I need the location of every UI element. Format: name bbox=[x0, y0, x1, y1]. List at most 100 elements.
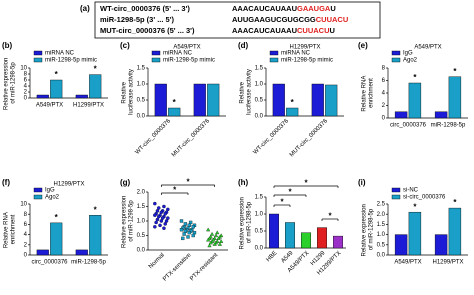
significance-mark: * bbox=[288, 188, 292, 197]
significance-mark: * bbox=[280, 198, 284, 207]
y-tick-label: 0.0 bbox=[137, 114, 146, 120]
point bbox=[208, 240, 213, 245]
y-axis-label: Relative luciferase activity bbox=[121, 69, 134, 115]
x-tick-label: circ_0000376 bbox=[31, 260, 68, 266]
y-tick-label: 4 bbox=[24, 232, 28, 238]
legend-swatch bbox=[391, 187, 401, 193]
bar bbox=[333, 235, 344, 249]
panel-label: (h) bbox=[238, 178, 249, 187]
y-axis-label: Relative RNA enrichment bbox=[361, 74, 374, 111]
y-tick-label: 0.5 bbox=[137, 233, 146, 239]
point bbox=[166, 207, 170, 212]
chart-title: H1299/PTX bbox=[289, 45, 320, 51]
y-tick-label: 8 bbox=[382, 66, 386, 72]
panel-label: (d) bbox=[238, 41, 249, 50]
x-tick-label: MUT-circ_0000376 bbox=[171, 118, 212, 159]
y-tick-label: 8 bbox=[24, 72, 28, 78]
bar bbox=[272, 83, 285, 117]
point bbox=[216, 236, 221, 240]
point bbox=[179, 228, 184, 232]
point bbox=[163, 211, 167, 216]
bar bbox=[89, 74, 102, 99]
y-tick-label: 0.5 bbox=[137, 98, 146, 104]
sequence-segment: U bbox=[330, 4, 335, 13]
significance-mark: * bbox=[94, 65, 98, 74]
point bbox=[153, 213, 157, 217]
point bbox=[158, 223, 162, 228]
sequence: AAACAUCAUAAUCUUACUU bbox=[232, 26, 335, 35]
bar bbox=[36, 249, 49, 256]
legend-label: Ago2 bbox=[403, 58, 418, 64]
y-tick-label: 1.5 bbox=[137, 204, 146, 210]
point bbox=[217, 242, 222, 246]
point bbox=[191, 225, 195, 229]
chart-title: H1299/PTX bbox=[53, 182, 84, 188]
y-tick-label: 6 bbox=[382, 78, 386, 84]
bar bbox=[311, 83, 324, 117]
sequence-segment: CUUACU bbox=[316, 15, 349, 24]
legend-swatch bbox=[269, 57, 279, 63]
sequence-segment: GAAUGA bbox=[297, 4, 331, 13]
y-tick-label: 0.5 bbox=[255, 98, 264, 104]
point bbox=[163, 222, 167, 226]
y-tick-label: 2 bbox=[24, 90, 28, 96]
y-tick-label: 1.0 bbox=[377, 232, 386, 238]
legend-swatch bbox=[391, 50, 401, 56]
x-tick-label: A549/PTX bbox=[36, 103, 63, 109]
y-tick-label: 0 bbox=[24, 253, 28, 259]
y-tick-label: 0.0 bbox=[255, 114, 264, 120]
point bbox=[192, 230, 197, 235]
point bbox=[153, 225, 157, 229]
sequence-segment: CUUACU bbox=[297, 26, 330, 35]
point bbox=[155, 209, 160, 213]
x-tick-label: Normal bbox=[148, 252, 166, 270]
significance-mark: * bbox=[186, 178, 190, 187]
x-tick-label: H1299/PTX bbox=[73, 103, 104, 109]
y-tick-label: 6 bbox=[24, 222, 28, 228]
x-tick-label: WT-circ_0000376 bbox=[135, 118, 173, 156]
sequence-segment: AAACAUCAUAAU bbox=[232, 26, 297, 35]
legend-swatch bbox=[151, 57, 161, 63]
bar bbox=[285, 222, 296, 249]
y-axis-label: Relative expression of miR-1298-5p bbox=[3, 56, 16, 110]
significance-mark: * bbox=[94, 205, 98, 214]
sequence-box bbox=[94, 1, 381, 39]
x-tick-label: miR-1298-5p bbox=[431, 123, 466, 129]
bar bbox=[408, 211, 422, 256]
point bbox=[206, 237, 211, 242]
point bbox=[162, 226, 166, 230]
legend-swatch bbox=[391, 194, 401, 200]
point bbox=[160, 216, 165, 220]
bar bbox=[394, 234, 408, 256]
legend-label: miRNA NC bbox=[45, 51, 75, 57]
significance-mark: * bbox=[55, 70, 59, 79]
point bbox=[219, 239, 224, 243]
point bbox=[186, 235, 190, 239]
y-tick-label: 0.0 bbox=[255, 246, 264, 252]
point bbox=[187, 223, 191, 228]
y-tick-label: 2.5 bbox=[377, 202, 386, 208]
point bbox=[179, 219, 184, 223]
bar bbox=[434, 234, 448, 256]
chart-title: A549/PTX bbox=[414, 45, 441, 51]
significance-mark: * bbox=[173, 186, 177, 195]
y-tick-label: 10 bbox=[20, 66, 27, 72]
sequence: AUUGAAGUCGUGCGGCUUACU bbox=[232, 15, 348, 24]
y-tick-label: 0.0 bbox=[377, 253, 386, 259]
point bbox=[156, 214, 161, 219]
bar bbox=[394, 111, 408, 119]
y-axis-label: Relative expression of miR-1298-5p bbox=[361, 202, 374, 256]
point bbox=[162, 204, 166, 209]
panel-label: (g) bbox=[120, 178, 131, 187]
point bbox=[188, 220, 193, 225]
panel-label: (b) bbox=[2, 41, 13, 50]
bar bbox=[286, 107, 299, 117]
legend-swatch bbox=[33, 187, 43, 193]
y-tick-label: 0 bbox=[382, 116, 386, 122]
point bbox=[166, 216, 170, 220]
significance-mark: * bbox=[453, 67, 457, 76]
bar bbox=[36, 94, 49, 99]
bar bbox=[207, 83, 220, 117]
legend-label: IgG bbox=[45, 188, 55, 194]
